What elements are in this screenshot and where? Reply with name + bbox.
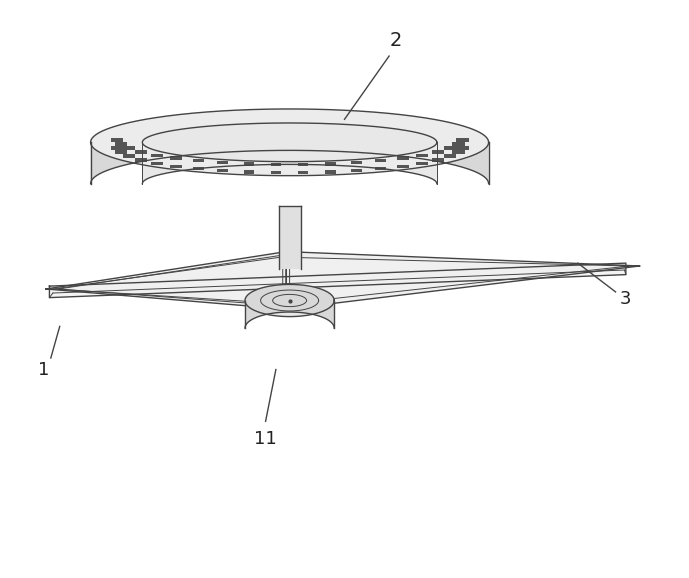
Bar: [453, 150, 464, 154]
Bar: [193, 167, 204, 171]
Bar: [432, 158, 444, 162]
Bar: [151, 162, 163, 165]
Text: 11: 11: [254, 429, 277, 447]
Bar: [151, 154, 163, 157]
Bar: [432, 150, 444, 154]
Bar: [244, 162, 254, 166]
Bar: [444, 154, 456, 158]
Bar: [444, 146, 456, 150]
Bar: [271, 171, 281, 175]
Bar: [193, 159, 204, 162]
Bar: [325, 162, 336, 166]
Bar: [271, 163, 281, 166]
Bar: [111, 138, 123, 142]
Bar: [416, 162, 428, 165]
Polygon shape: [143, 123, 437, 184]
Polygon shape: [90, 109, 489, 184]
Bar: [217, 169, 228, 172]
Polygon shape: [91, 109, 489, 176]
Text: 1: 1: [39, 361, 50, 379]
Bar: [298, 163, 308, 166]
Bar: [217, 161, 228, 164]
Polygon shape: [50, 263, 626, 298]
Bar: [325, 171, 336, 173]
Text: 2: 2: [390, 31, 402, 50]
Bar: [416, 154, 428, 157]
Bar: [111, 146, 123, 150]
Bar: [298, 171, 308, 175]
Polygon shape: [245, 284, 334, 328]
Text: 3: 3: [620, 290, 632, 308]
Bar: [456, 146, 469, 150]
Bar: [453, 142, 464, 146]
Bar: [398, 157, 409, 160]
Bar: [170, 157, 182, 160]
Bar: [123, 154, 135, 158]
Bar: [114, 142, 127, 146]
Bar: [351, 169, 362, 172]
Bar: [135, 158, 147, 162]
Bar: [376, 167, 387, 171]
Bar: [135, 150, 147, 154]
Bar: [123, 146, 135, 150]
Bar: [351, 161, 362, 164]
Bar: [456, 138, 469, 142]
Polygon shape: [245, 284, 334, 317]
Bar: [244, 171, 254, 173]
Bar: [398, 165, 409, 168]
Bar: [170, 165, 182, 168]
Bar: [114, 150, 127, 154]
Polygon shape: [286, 251, 639, 309]
Polygon shape: [278, 206, 300, 269]
Polygon shape: [46, 251, 286, 309]
Bar: [376, 159, 387, 162]
